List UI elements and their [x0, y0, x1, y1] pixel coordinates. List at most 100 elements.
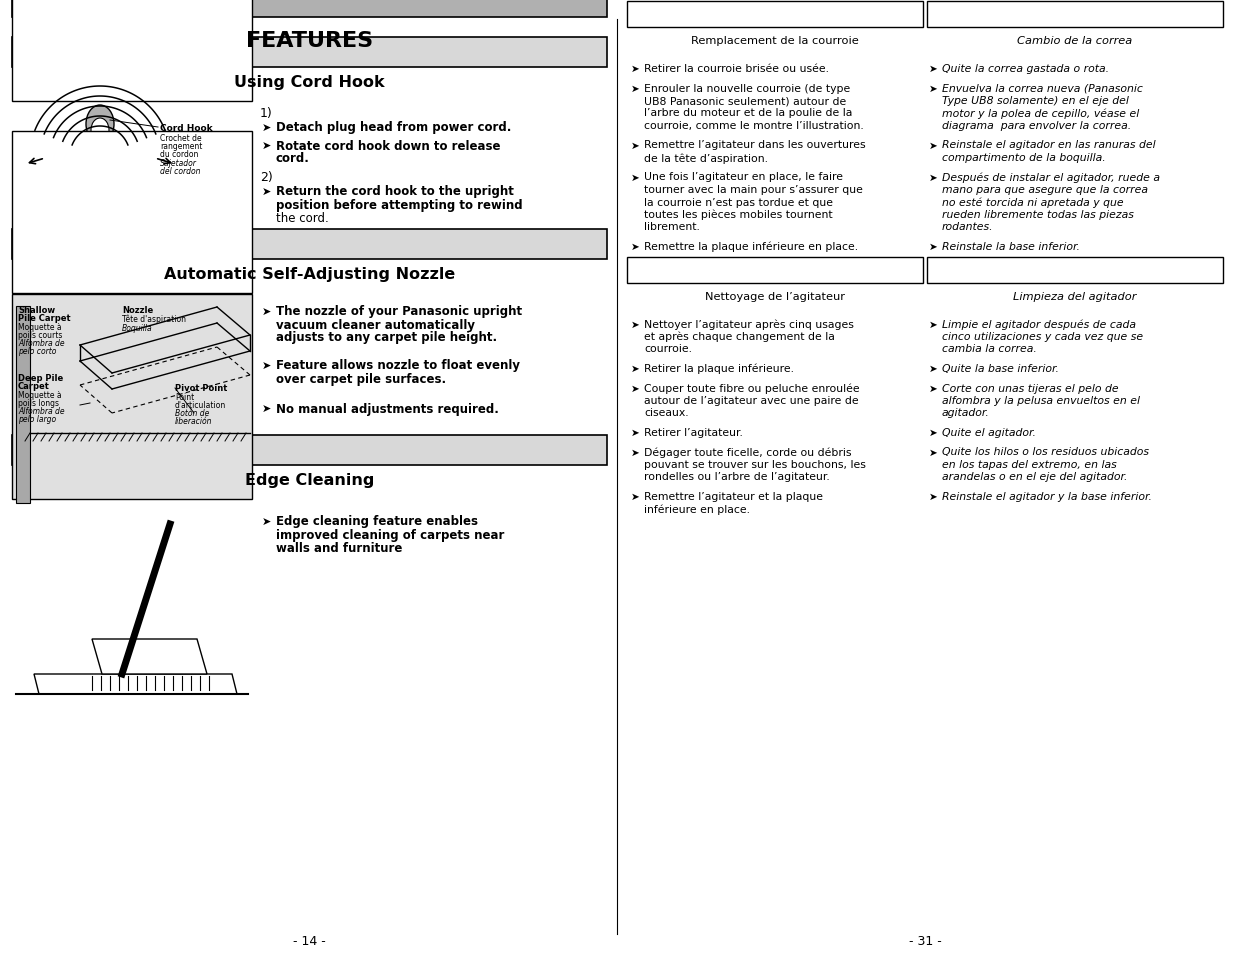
Text: compartimento de la boquilla.: compartimento de la boquilla. [942, 152, 1105, 163]
Text: Envuelva la correa nueva (Panasonic: Envuelva la correa nueva (Panasonic [942, 84, 1142, 93]
Text: ➤: ➤ [631, 172, 640, 182]
Text: FEATURES: FEATURES [246, 30, 373, 51]
Text: Quite el agitador.: Quite el agitador. [942, 428, 1036, 437]
Text: Crochet de: Crochet de [161, 133, 201, 143]
Text: de la tête d’aspiration.: de la tête d’aspiration. [643, 152, 768, 163]
Text: ➤: ➤ [631, 447, 640, 457]
Text: ciseaux.: ciseaux. [643, 408, 689, 418]
Text: over carpet pile surfaces.: over carpet pile surfaces. [275, 372, 446, 385]
Text: The nozzle of your Panasonic upright: The nozzle of your Panasonic upright [275, 305, 522, 318]
Text: 1): 1) [261, 108, 273, 120]
Text: del cordon: del cordon [161, 167, 200, 175]
Text: Quite la correa gastada o rota.: Quite la correa gastada o rota. [942, 64, 1109, 74]
Text: Couper toute fibre ou peluche enroulée: Couper toute fibre ou peluche enroulée [643, 383, 860, 394]
Text: Nettoyage de l’agitateur: Nettoyage de l’agitateur [705, 292, 845, 301]
Bar [12, 0, 606, 18]
Text: - 14 -: - 14 - [293, 935, 326, 947]
Text: Alfombra de: Alfombra de [19, 338, 64, 348]
Text: improved cleaning of carpets near: improved cleaning of carpets near [275, 528, 504, 541]
Text: ➤: ➤ [631, 319, 640, 329]
Text: Limpie el agitador después de cada: Limpie el agitador después de cada [942, 319, 1136, 330]
Text: Alfombra de: Alfombra de [19, 407, 64, 416]
Text: autour de l’agitateur avec une paire de: autour de l’agitateur avec une paire de [643, 395, 858, 406]
Text: ➤: ➤ [262, 123, 272, 132]
Text: Cambio de la correa: Cambio de la correa [1018, 36, 1132, 46]
Text: ➤: ➤ [929, 84, 937, 93]
Text: Moquette à: Moquette à [19, 323, 62, 332]
Text: ➤: ➤ [631, 84, 640, 93]
Text: ➤: ➤ [262, 517, 272, 526]
Text: Quite los hilos o los residuos ubicados: Quite los hilos o los residuos ubicados [942, 447, 1149, 457]
Text: Carpet: Carpet [19, 381, 49, 391]
Circle shape [195, 407, 212, 424]
Text: Retirer la courroie brisée ou usée.: Retirer la courroie brisée ou usée. [643, 64, 829, 74]
Text: poils longs: poils longs [19, 398, 59, 408]
Text: rodantes.: rodantes. [942, 222, 994, 233]
Bar [12, 38, 606, 68]
Text: Une fois l’agitateur en place, le faire: Une fois l’agitateur en place, le faire [643, 172, 844, 182]
Text: Retirer la plaque inférieure.: Retirer la plaque inférieure. [643, 364, 794, 375]
Bar [12, 436, 606, 465]
Text: .: . [396, 541, 400, 554]
Text: ➤: ➤ [929, 242, 937, 252]
Text: toutes les pièces mobiles tournent: toutes les pièces mobiles tournent [643, 210, 832, 220]
Text: Edge cleaning feature enables: Edge cleaning feature enables [275, 515, 478, 528]
Text: la courroie n’est pas tordue et que: la courroie n’est pas tordue et que [643, 197, 832, 208]
Text: Reinstale la base inferior.: Reinstale la base inferior. [942, 242, 1079, 252]
Text: ➤: ➤ [929, 319, 937, 329]
Text: Boquilla: Boquilla [122, 324, 153, 333]
Bar [627, 257, 923, 283]
Text: poils courts: poils courts [19, 331, 63, 339]
Text: Remettre la plaque inférieure en place.: Remettre la plaque inférieure en place. [643, 242, 858, 253]
Text: ➤: ➤ [631, 364, 640, 374]
Text: 2): 2) [261, 172, 273, 184]
Text: Nozzle: Nozzle [122, 306, 153, 314]
Text: UB8 Panasonic seulement) autour de: UB8 Panasonic seulement) autour de [643, 96, 846, 106]
Bar [927, 2, 1223, 28]
Text: inférieure en place.: inférieure en place. [643, 504, 750, 515]
Text: ➤: ➤ [262, 360, 272, 371]
Text: du cordon: du cordon [161, 150, 199, 159]
Text: Retirer l’agitateur.: Retirer l’agitateur. [643, 428, 743, 437]
Text: agitador.: agitador. [942, 408, 990, 418]
Text: no esté torcida ni apretada y que: no esté torcida ni apretada y que [942, 197, 1124, 208]
Text: pelo corto: pelo corto [19, 347, 57, 355]
Text: ➤: ➤ [929, 140, 937, 151]
Text: motor y la polea de cepillo, véase el: motor y la polea de cepillo, véase el [942, 109, 1139, 119]
Text: Después de instalar el agitador, ruede a: Después de instalar el agitador, ruede a [942, 172, 1160, 183]
Ellipse shape [91, 119, 109, 143]
Text: mano para que asegure que la correa: mano para que asegure que la correa [942, 185, 1149, 194]
Text: cambia la correa.: cambia la correa. [942, 344, 1037, 355]
Text: courroie, comme le montre l’illustration.: courroie, comme le montre l’illustration… [643, 121, 863, 131]
Text: Nettoyer l’agitateur après cinq usages: Nettoyer l’agitateur après cinq usages [643, 319, 853, 330]
Text: librement.: librement. [643, 222, 700, 233]
Text: Reinstale el agitador y la base inferior.: Reinstale el agitador y la base inferior… [942, 492, 1152, 501]
Text: ➤: ➤ [929, 492, 937, 501]
Text: No manual adjustments required.: No manual adjustments required. [275, 402, 499, 416]
Bar [627, 2, 923, 28]
Text: Moquette à: Moquette à [19, 391, 62, 399]
Text: the cord.: the cord. [275, 212, 329, 224]
Ellipse shape [86, 106, 114, 144]
Text: ➤: ➤ [631, 140, 640, 151]
Text: adjusts to any carpet pile height.: adjusts to any carpet pile height. [275, 331, 498, 344]
Text: diagrama  para envolver la correa.: diagrama para envolver la correa. [942, 121, 1131, 131]
Text: ➤: ➤ [631, 428, 640, 437]
Text: Cord Hook: Cord Hook [161, 124, 212, 132]
Text: d'articulation: d'articulation [175, 400, 226, 410]
Text: vacuum cleaner automatically: vacuum cleaner automatically [275, 318, 475, 331]
Text: cinco utilizaciones y cada vez que se: cinco utilizaciones y cada vez que se [942, 332, 1144, 341]
Text: position before attempting to rewind: position before attempting to rewind [275, 198, 522, 212]
Text: ➤: ➤ [262, 141, 272, 151]
Text: Deep Pile: Deep Pile [19, 374, 63, 382]
Text: rondelles ou l’arbre de l’agitateur.: rondelles ou l’arbre de l’agitateur. [643, 472, 830, 482]
Text: rueden libremente todas las piezas: rueden libremente todas las piezas [942, 210, 1134, 220]
Text: tourner avec la main pour s’assurer que: tourner avec la main pour s’assurer que [643, 185, 863, 194]
Text: Tête d'aspiration: Tête d'aspiration [122, 314, 186, 324]
Text: Enrouler la nouvelle courroie (de type: Enrouler la nouvelle courroie (de type [643, 84, 850, 93]
Text: Pile Carpet: Pile Carpet [19, 314, 70, 323]
Text: l’arbre du moteur et de la poulie de la: l’arbre du moteur et de la poulie de la [643, 109, 852, 118]
Text: Botón de: Botón de [175, 409, 210, 417]
Text: pelo largo: pelo largo [19, 415, 56, 423]
Text: ➤: ➤ [929, 447, 937, 457]
